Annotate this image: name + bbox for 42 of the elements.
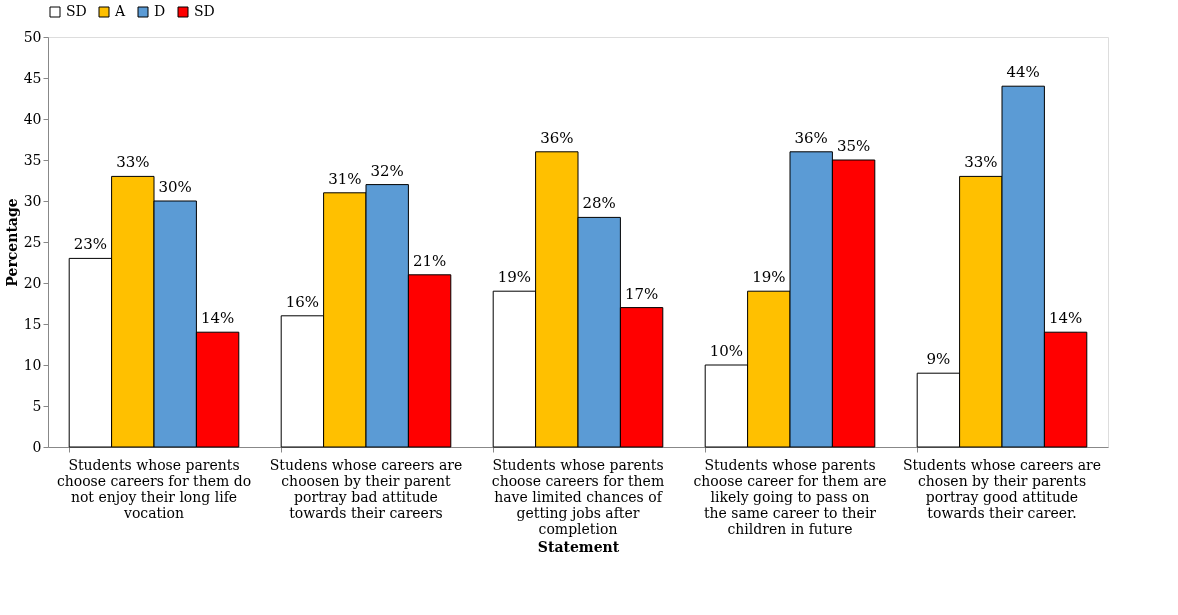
y-tick-label: 30 [23, 192, 42, 209]
data-label: 14% [200, 309, 235, 328]
data-label: 21% [412, 251, 447, 270]
data-label: 33% [964, 153, 998, 172]
legend-label: SD [66, 3, 87, 19]
y-tick-label: 45 [23, 69, 42, 86]
data-label: 9% [926, 350, 951, 369]
data-label: 31% [328, 169, 362, 188]
data-label: 19% [752, 268, 786, 287]
x-tick-label: Students whose parents choose careers for them have limited chances of getting jobs after completion [491, 456, 665, 537]
x-axis-title: Statement [537, 538, 620, 555]
y-tick-label: 50 [23, 28, 42, 45]
x-tick-label: Students whose parents choose career for them are likely going to pass on the same career to their children in future [693, 456, 887, 537]
y-tick-label: 20 [23, 274, 42, 291]
legend-label: SD [194, 3, 215, 19]
y-tick-label: 10 [23, 356, 42, 373]
y-tick-label: 15 [23, 315, 42, 332]
y-tick-label: 5 [32, 397, 42, 414]
data-label: 33% [116, 153, 150, 172]
data-label: 32% [370, 161, 404, 180]
data-label: 28% [582, 194, 616, 213]
legend-label: A [114, 3, 126, 19]
data-label: 19% [497, 268, 532, 287]
legend-label: D [154, 3, 166, 19]
data-label: 35% [836, 137, 871, 155]
y-tick-label: 40 [23, 110, 42, 127]
data-label: 14% [1048, 309, 1083, 328]
y-tick-label: 0 [32, 438, 42, 455]
x-tick-label: Studens whose careers are choosen by their parent portray bad attitude towards their careers [269, 456, 463, 521]
x-tick-label: Students whose parents choose careers for them do not enjoy their long life vocation [56, 456, 252, 521]
y-tick-label: 35 [23, 151, 42, 168]
data-label: 36% [540, 128, 574, 147]
data-label: 16% [285, 292, 320, 311]
data-label: 44% [1006, 63, 1040, 82]
x-tick-label: Students whose careers are chosen by their parents portray good attitude towards their career. [902, 456, 1102, 521]
y-axis-title: Percentage [3, 198, 20, 287]
data-label: 10% [709, 342, 744, 360]
data-label: 17% [624, 284, 659, 303]
data-label: 30% [158, 178, 192, 196]
data-label: 23% [73, 235, 108, 254]
data-label: 36% [794, 128, 828, 147]
y-tick-label: 25 [23, 233, 42, 250]
